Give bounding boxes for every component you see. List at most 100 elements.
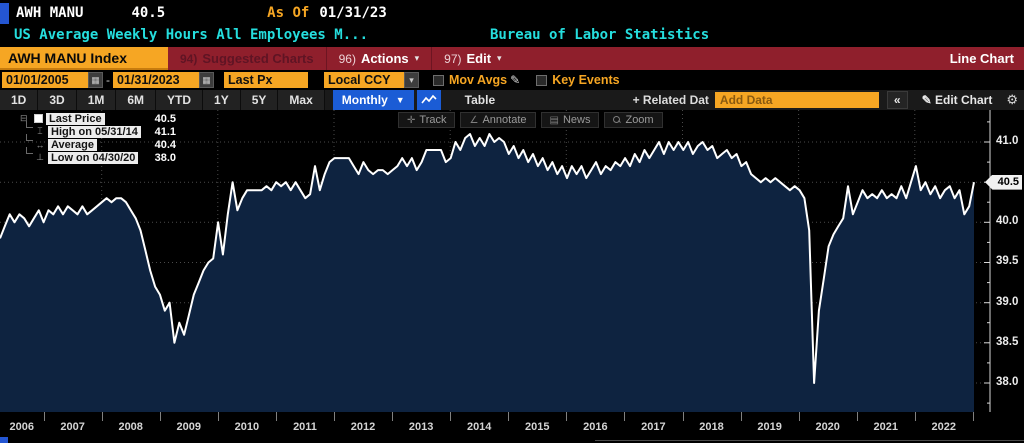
x-axis-year-label: 2021 <box>873 421 899 433</box>
menu-key: 96) <box>338 51 356 66</box>
calendar-icon[interactable]: ▦ <box>199 72 214 88</box>
x-axis-tick <box>624 412 626 421</box>
line-chart-icon[interactable] <box>416 90 441 110</box>
menu-actions[interactable]: 96) Actions ▾ <box>325 47 432 70</box>
x-axis-tick <box>682 412 684 421</box>
y-axis-label: 39.5 <box>996 255 1019 268</box>
x-axis-tick <box>740 412 742 421</box>
tab-period-3d[interactable]: 3D <box>38 90 77 110</box>
y-axis-label: 38.0 <box>996 375 1019 388</box>
y-axis-label: 40.0 <box>996 215 1019 228</box>
menu-key: 94) <box>180 51 198 66</box>
related-data-button[interactable]: + Related Dat <box>632 93 709 107</box>
add-data-input[interactable] <box>714 92 879 108</box>
x-axis-tick <box>334 412 335 421</box>
chevron-down-icon[interactable]: ▾ <box>404 72 419 88</box>
price-plot <box>0 110 991 412</box>
x-axis-year-label: 2015 <box>525 421 550 433</box>
tree-branch-line <box>26 121 33 128</box>
menu-key: 97) <box>444 51 462 66</box>
subtitle-bar: US Average Weekly Hours All Employees M.… <box>0 26 1024 47</box>
button-label: Zoom <box>625 114 654 126</box>
x-axis-year-label: 2020 <box>815 421 840 433</box>
currency-select[interactable]: Local CCY <box>324 72 404 88</box>
tab-period-6m[interactable]: 6M <box>116 90 157 110</box>
x-axis-tick <box>856 412 858 421</box>
function-name: Line Chart <box>949 51 1014 66</box>
mov-avgs-label: Mov Avgs <box>449 73 508 87</box>
tab-period-max[interactable]: Max <box>278 90 325 110</box>
x-axis-tick <box>217 412 219 421</box>
x-axis-tick <box>43 412 45 421</box>
average-marker-icon: ↔ <box>35 139 45 150</box>
tab-period-1y[interactable]: 1Y <box>203 90 241 110</box>
menu-label: Actions <box>360 51 409 66</box>
track-button[interactable]: ✛ Track <box>398 112 456 128</box>
tab-period-5y[interactable]: 5Y <box>240 90 279 110</box>
high-marker-icon: ⌶ <box>37 126 43 136</box>
menu-suggested-charts[interactable]: 94) Suggested Charts <box>168 47 326 70</box>
gear-icon[interactable]: ⚙ <box>1006 92 1018 107</box>
tab-period-1m[interactable]: 1M <box>76 90 117 110</box>
ticker-symbol: AWH MANU <box>16 5 84 21</box>
low-marker-icon: ⊥ <box>36 152 44 162</box>
x-axis-tick <box>159 412 161 421</box>
legend-row[interactable]: ⊥ Low on 04/30/20 38.0 <box>20 147 180 164</box>
legend-row[interactable]: ↔ Average 40.4 <box>20 134 180 151</box>
tree-branch-line <box>26 134 33 141</box>
zoom-button[interactable]: Zoom <box>604 112 663 128</box>
x-axis-year-label: 2012 <box>350 421 376 433</box>
x-axis-year-label: 2014 <box>466 421 492 433</box>
area-fill <box>0 134 974 412</box>
x-axis-year-label: 2011 <box>293 421 317 433</box>
news-button[interactable]: ▤ News <box>540 112 600 128</box>
title-bar: AWH MANU 40.5 As Of 01/31/23 <box>0 0 1024 26</box>
calendar-icon[interactable]: ▦ <box>88 72 103 88</box>
x-axis-year-label: 2013 <box>408 421 434 433</box>
frequency-select[interactable]: Monthly ▼ <box>332 90 414 110</box>
button-label: News <box>562 114 591 126</box>
chart-toolbar: 1D 3D 1M 6M YTD 1Y 5Y Max Monthly ▼ Table + Rel… <box>0 90 1024 110</box>
chevron-down-icon: ▾ <box>497 53 502 63</box>
tab-period-ytd[interactable]: YTD <box>156 90 204 110</box>
x-axis-tick <box>914 412 916 421</box>
price-line <box>0 133 975 384</box>
x-axis-tick <box>450 412 452 421</box>
legend-value: 41.1 <box>154 125 176 138</box>
chevron-down-icon: ▼ <box>395 95 405 105</box>
key-events-checkbox[interactable] <box>536 74 548 86</box>
x-axis-year-label: 2017 <box>641 421 666 433</box>
mov-avgs-checkbox[interactable] <box>433 74 444 86</box>
chart-tool-buttons: ✛ Track ∠ Annotate ▤ News Zoom <box>398 112 663 128</box>
x-axis-year-label: 2010 <box>234 421 260 433</box>
x-axis-tick <box>972 412 974 421</box>
tab-period-1d[interactable]: 1D <box>0 90 39 110</box>
legend-row[interactable]: ⌶ High on 05/31/14 41.1 <box>20 121 180 138</box>
end-date-input[interactable]: 01/31/2023 <box>113 72 199 88</box>
chart-legend: ⊟ Last Price 40.5 ⌶ High on 05/31/14 41.1 ↔ Ave… <box>20 112 180 164</box>
edit-chart-button[interactable]: ✎ Edit Chart <box>921 93 993 107</box>
menu-edit[interactable]: 97) Edit ▾ <box>431 47 513 70</box>
x-axis-year-label: 2016 <box>583 421 608 433</box>
zoom-icon <box>613 116 621 124</box>
security-input[interactable]: AWH MANU Index <box>0 47 168 70</box>
date-range-dash: - <box>106 73 110 87</box>
table-button[interactable]: Table <box>464 93 496 107</box>
filter-bar: 01/01/2005 ▦ - 01/31/2023 ▦ Last Px Loca… <box>0 70 1024 90</box>
x-axis-tick <box>798 412 800 421</box>
button-label: Annotate <box>482 114 527 126</box>
legend-label: Last Price <box>46 112 105 125</box>
pencil-icon[interactable]: ✎ <box>510 73 521 87</box>
collapse-button[interactable]: « <box>886 91 908 109</box>
y-axis-label: 39.0 <box>996 295 1019 308</box>
menu-label: Suggested Charts <box>202 51 314 66</box>
price-field-input[interactable]: Last Px <box>224 72 308 88</box>
legend-label: High on 05/31/14 <box>48 125 141 138</box>
start-date-input[interactable]: 01/01/2005 <box>2 72 88 88</box>
chart-area[interactable]: ✛ Track ∠ Annotate ▤ News Zoom ⊟ Last Price 40.5… <box>0 110 1024 412</box>
legend-row[interactable]: ⊟ Last Price 40.5 <box>20 112 180 125</box>
annotate-button[interactable]: ∠ Annotate <box>460 112 536 128</box>
as-of-date: 01/31/23 <box>319 5 387 21</box>
x-axis-tick <box>101 412 103 421</box>
